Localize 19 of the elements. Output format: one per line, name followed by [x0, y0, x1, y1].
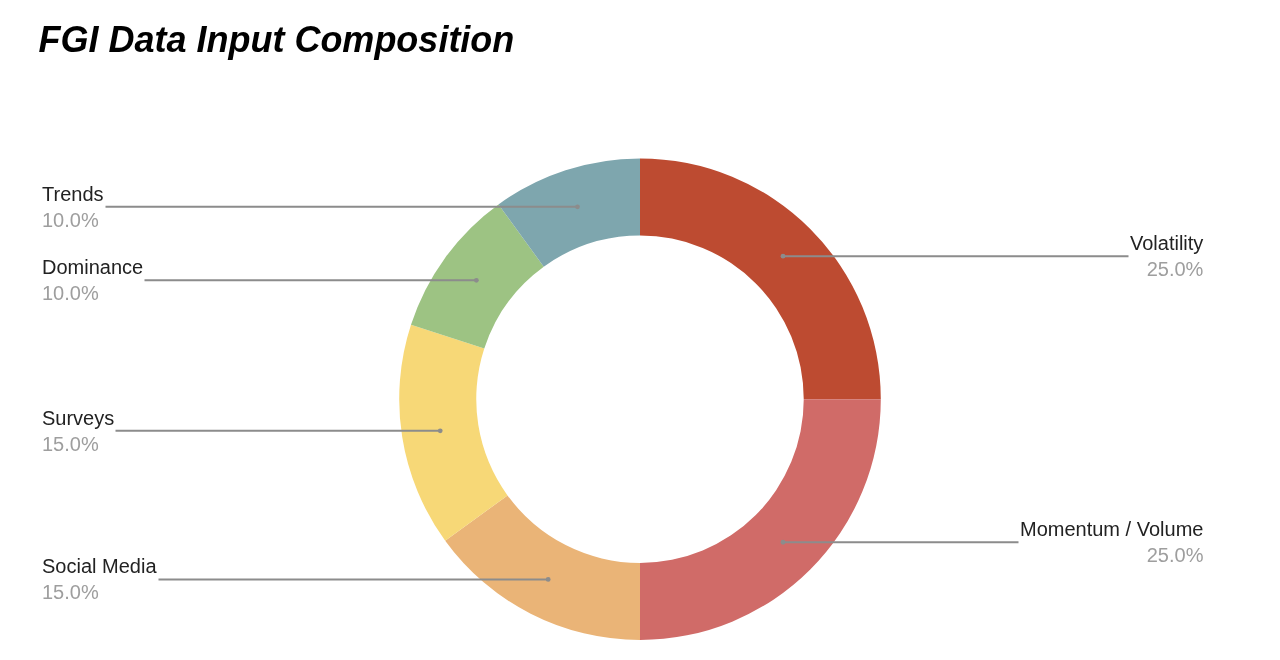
data-label: 10.0%: [42, 209, 99, 231]
slice-label: Social Media: [42, 555, 158, 577]
donut-slice: [640, 399, 881, 640]
donut-slice: [399, 324, 508, 541]
donut-slice: [445, 495, 640, 640]
slice-label: Surveys: [42, 407, 115, 429]
slice-label: Dominance: [42, 256, 144, 278]
donut-slice: [410, 204, 544, 349]
donut-slice: [640, 158, 881, 400]
data-label: 10.0%: [42, 282, 99, 304]
slice-label: Momentum / Volume: [1020, 518, 1204, 540]
slice-label: Volatility: [1130, 232, 1204, 254]
slice-label: Trends: [42, 183, 104, 205]
data-label: 15.0%: [42, 581, 99, 603]
data-label: 25.0%: [1146, 258, 1204, 280]
chart-title: FGI Data Input Composition: [38, 18, 515, 60]
donut-slice: [498, 158, 640, 267]
data-label: 15.0%: [42, 433, 99, 455]
data-label: 25.0%: [1146, 544, 1204, 566]
